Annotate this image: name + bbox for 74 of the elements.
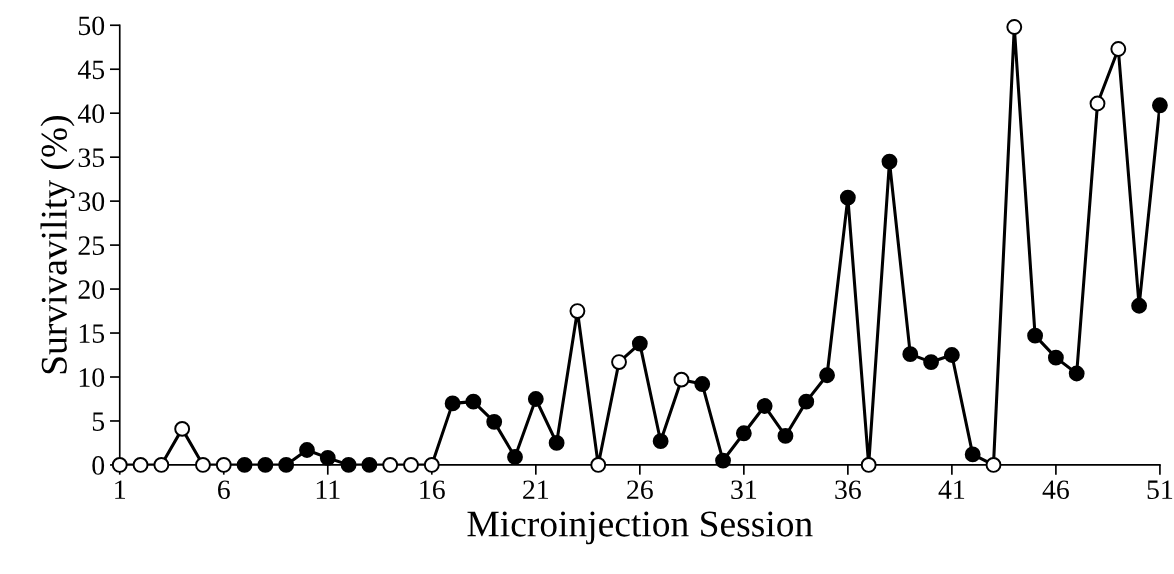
- y-tick-label: 45: [77, 60, 105, 80]
- point: [590, 457, 607, 473]
- point: [798, 393, 815, 410]
- point: [236, 457, 253, 473]
- point: [819, 367, 835, 384]
- y-tick-label: 10: [79, 368, 105, 387]
- point: [423, 457, 440, 473]
- x-axis-title: Microinjection Session: [467, 511, 813, 545]
- point: [611, 354, 627, 370]
- x-tick-label: 1: [115, 480, 126, 499]
- point: [382, 457, 399, 473]
- point: [923, 354, 939, 370]
- point: [132, 457, 149, 473]
- x-tick-label: 26: [627, 480, 653, 500]
- y-tick-label: 5: [92, 412, 105, 431]
- y-tick-label: 50: [79, 16, 105, 36]
- point: [361, 457, 378, 473]
- point: [403, 457, 419, 473]
- point: [278, 457, 295, 473]
- point: [507, 449, 523, 465]
- point: [319, 449, 336, 466]
- point: [465, 393, 482, 410]
- point: [839, 189, 856, 206]
- x-tick-label: 51: [1147, 480, 1173, 500]
- point: [215, 457, 232, 473]
- point: [715, 452, 731, 469]
- point: [631, 335, 648, 352]
- point: [174, 420, 191, 437]
- y-tick-label: 30: [78, 192, 105, 212]
- point: [548, 435, 565, 451]
- point: [943, 347, 960, 363]
- point: [985, 457, 1002, 473]
- x-tick-label: 21: [523, 480, 549, 499]
- point: [860, 457, 877, 473]
- x-tick-label: 6: [218, 480, 230, 500]
- x-tick-label: 11: [316, 480, 340, 499]
- point: [195, 457, 211, 473]
- point: [777, 428, 794, 444]
- point: [340, 457, 357, 473]
- point: [153, 457, 170, 473]
- point: [1131, 297, 1148, 314]
- point: [527, 391, 544, 407]
- y-axis-title: Survivavility (%): [40, 116, 75, 374]
- point: [673, 371, 690, 388]
- point: [652, 433, 669, 450]
- y-tick-label: 35: [78, 148, 105, 168]
- x-tick-label: 16: [420, 480, 445, 500]
- point: [694, 376, 711, 392]
- point: [444, 395, 461, 412]
- point: [1152, 97, 1168, 114]
- point: [881, 153, 898, 170]
- point: [964, 446, 981, 463]
- point: [299, 442, 315, 458]
- y-tick-label: 0: [92, 456, 105, 475]
- point: [1068, 365, 1085, 382]
- y-tick-label: 20: [78, 280, 105, 299]
- x-tick-label: 41: [938, 480, 965, 499]
- point: [1047, 349, 1064, 366]
- y-tick-label: 15: [79, 324, 105, 343]
- y-tick-label: 40: [77, 104, 105, 124]
- point: [1110, 41, 1127, 57]
- point: [1027, 327, 1044, 344]
- point: [756, 398, 773, 414]
- point: [902, 346, 919, 363]
- point: [1006, 19, 1023, 35]
- x-tick-label: 46: [1042, 480, 1069, 500]
- point: [1089, 95, 1106, 112]
- point: [569, 303, 586, 319]
- x-tick-label: 36: [835, 480, 861, 500]
- y-tick-label: 25: [78, 236, 105, 256]
- point: [257, 457, 274, 473]
- point: [486, 413, 503, 430]
- x-tick-label: 31: [731, 480, 757, 500]
- point: [735, 425, 752, 442]
